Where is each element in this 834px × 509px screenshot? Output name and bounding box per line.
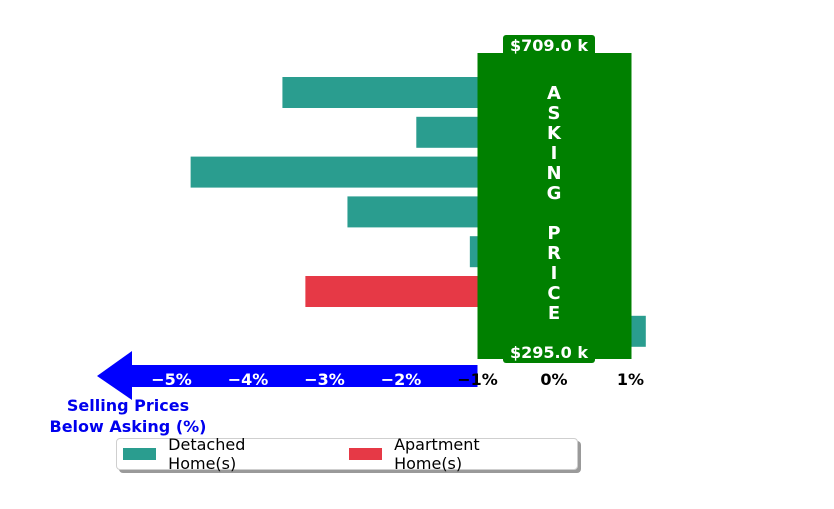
arrow-label-line-1: Selling Prices [66,396,190,415]
x-tick-label: −1% [457,370,498,389]
top-price-badge: $709.0 k [503,35,595,56]
legend-swatch-detached [123,448,157,460]
asking-price-band [477,53,632,359]
legend-item-detached: Detached Home(s) [123,435,315,473]
legend-swatch-apartment [348,448,383,460]
x-tick-label: −3% [304,370,345,389]
x-tick-label: −5% [151,370,192,389]
legend-label-apartment: Apartment Home(s) [394,435,480,473]
arrow-label: Selling Prices Below Asking (%) [28,395,228,437]
arrow-label-line-2: Below Asking (%) [49,417,207,436]
x-tick-label: 1% [617,370,644,389]
x-tick-label: 0% [540,370,567,389]
legend-label-detached: Detached Home(s) [168,435,246,473]
bottom-price-badge: $295.0 k [503,342,595,363]
below-asking-arrow [97,351,478,400]
legend: Detached Home(s) Apartment Home(s) [116,435,578,473]
x-tick-label: −4% [228,370,269,389]
legend-item-apartment: Apartment Home(s) [348,435,549,473]
x-tick-label: −2% [381,370,422,389]
